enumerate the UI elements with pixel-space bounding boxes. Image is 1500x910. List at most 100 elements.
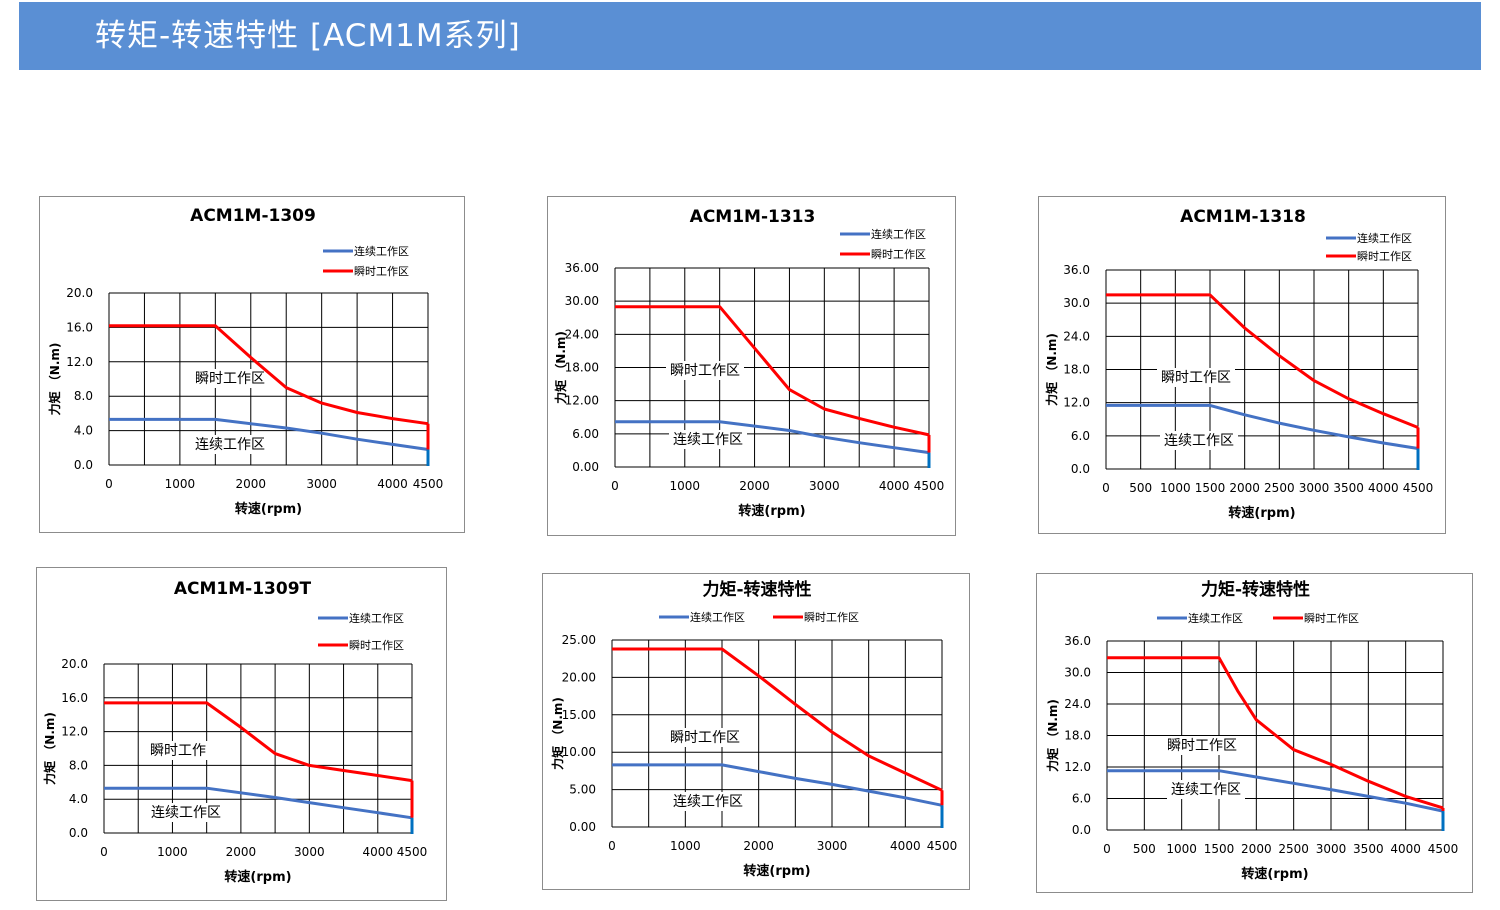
- continuous-region-label: 连续工作区: [673, 793, 743, 810]
- y-tick-label: 30.0: [1063, 296, 1090, 310]
- region-label-bg: [147, 803, 225, 822]
- peak-region-label: 瞬时工作区: [1167, 738, 1237, 754]
- continuous-torque-line: [104, 786, 413, 820]
- x-tick-label: 2000: [1229, 481, 1260, 495]
- x-tick-label: 2000: [1241, 842, 1272, 856]
- y-tick-label: 0.00: [572, 460, 599, 474]
- y-tick-label: 12.0: [61, 725, 88, 739]
- x-tick-label: 3000: [1316, 842, 1347, 856]
- peak-torque-line: [109, 324, 429, 426]
- y-tick-label: 10.00: [562, 745, 596, 759]
- x-tick-label: 2500: [1264, 481, 1295, 495]
- chart-title: 力矩-转速特性: [1201, 579, 1310, 600]
- region-label-bg: [191, 369, 269, 388]
- legend-label: 瞬时工作区: [871, 248, 926, 261]
- plot-grid: [103, 663, 413, 834]
- page-header: 转矩-转速特性 [ACM1M系列]: [19, 2, 1481, 70]
- x-tick-label: 4000: [1368, 481, 1399, 495]
- chart-panel: ACM1M-1313 0.00 6.00 12.00 18.00 24.00 30.00 36…: [547, 196, 956, 536]
- chart-svg: ACM1M-1313 0.00 6.00 12.00 18.00 24.00 30.00 36…: [553, 207, 944, 519]
- x-axis-label: 转速(rpm): [1228, 505, 1295, 521]
- region-label-bg: [191, 435, 269, 454]
- y-tick-label: 18.0: [1064, 729, 1091, 743]
- peak-torque-line: [1107, 656, 1444, 810]
- legend-label: 瞬时工作区: [349, 639, 404, 652]
- continuous-torque-line: [1106, 403, 1419, 450]
- continuous-torque-line: [612, 763, 943, 807]
- x-tick-label: 0: [611, 479, 619, 493]
- y-tick-label: 24.0: [1064, 697, 1091, 711]
- peak-region-label: 瞬时工作区: [670, 363, 740, 379]
- chart-title: ACM1M-1318: [1180, 207, 1306, 227]
- continuous-region-label: 连续工作区: [673, 431, 743, 448]
- chart-svg: 力矩-转速特性 0.00 5.00 10.00 15.00 20.00 25.00 0 1000…: [550, 579, 958, 879]
- x-tick-label: 4000: [377, 477, 408, 491]
- legend-label: 瞬时工作区: [354, 265, 409, 278]
- y-tick-label: 0.0: [1072, 823, 1091, 837]
- continuous-torque-line: [615, 420, 930, 455]
- y-tick-label: 24.0: [1063, 329, 1090, 343]
- legend-label: 瞬时工作区: [1304, 612, 1359, 625]
- region-label-bg: [1163, 736, 1241, 755]
- y-tick-label: 0.0: [1071, 462, 1090, 476]
- y-tick-label: 16.0: [61, 691, 88, 705]
- y-axis-label: 力矩 （N.m): [47, 343, 62, 416]
- x-tick-label: 2500: [1278, 842, 1309, 856]
- peak-region-label: 瞬时工作: [150, 743, 206, 759]
- x-tick-label: 1000: [670, 479, 701, 493]
- y-tick-label: 18.0: [1063, 363, 1090, 377]
- x-tick-label: 1000: [1166, 842, 1197, 856]
- y-axis-label: 力矩 （N.m): [42, 712, 57, 785]
- x-tick-label: 3000: [306, 477, 337, 491]
- region-label-bg: [1167, 780, 1245, 799]
- plot-grid: [1105, 269, 1419, 470]
- x-axis-label: 转速(rpm): [743, 863, 810, 879]
- x-tick-label: 3500: [1353, 842, 1384, 856]
- x-tick-label: 3500: [1333, 481, 1364, 495]
- chart-panel: 力矩-转速特性 0.00 5.00 10.00 15.00 20.00 25.00 0 1000…: [542, 573, 970, 890]
- y-tick-label: 0.00: [569, 820, 596, 834]
- x-tick-label: 2000: [236, 477, 267, 491]
- x-tick-label: 4500: [927, 839, 958, 853]
- y-tick-label: 6.00: [572, 427, 599, 441]
- x-tick-label: 1500: [1195, 481, 1226, 495]
- y-tick-label: 0.0: [74, 458, 93, 472]
- legend-label: 连续工作区: [690, 610, 745, 624]
- y-tick-label: 16.0: [66, 320, 93, 334]
- continuous-region-label: 连续工作区: [151, 804, 221, 821]
- x-tick-label: 4500: [1403, 481, 1434, 495]
- x-tick-label: 3000: [817, 839, 848, 853]
- legend-label: 连续工作区: [354, 244, 409, 258]
- x-tick-label: 0: [1102, 481, 1110, 495]
- legend-label: 瞬时工作区: [1357, 250, 1412, 263]
- y-tick-label: 12.0: [66, 355, 93, 369]
- chart-panel: ACM1M-1309 0.0 4.0 8.0 12.0 16.0 20.0 0 1000 2000…: [39, 196, 465, 533]
- y-tick-label: 6.0: [1071, 429, 1090, 443]
- y-axis-label: 力矩 （N.m): [553, 331, 568, 404]
- x-tick-label: 500: [1133, 842, 1156, 856]
- region-label-bg: [1160, 431, 1238, 450]
- y-tick-label: 20.0: [66, 286, 93, 300]
- x-tick-label: 1000: [165, 477, 196, 491]
- chart-title: ACM1M-1309T: [174, 579, 312, 599]
- x-tick-label: 0: [1103, 842, 1111, 856]
- peak-region-label: 瞬时工作区: [1161, 370, 1231, 386]
- y-tick-label: 4.0: [74, 424, 93, 438]
- y-tick-label: 20.0: [61, 657, 88, 671]
- y-tick-label: 24.00: [565, 327, 599, 341]
- x-tick-label: 0: [105, 477, 113, 491]
- x-tick-label: 1000: [1160, 481, 1191, 495]
- region-label-bg: [669, 792, 747, 811]
- legend-label: 连续工作区: [1357, 231, 1412, 245]
- peak-torque-line: [1106, 293, 1419, 429]
- y-tick-label: 12.0: [1064, 760, 1091, 774]
- region-label-bg: [669, 430, 747, 449]
- y-tick-label: 8.0: [69, 758, 88, 772]
- chart-legend: 连续工作区瞬时工作区: [659, 610, 859, 624]
- continuous-region-label: 连续工作区: [1171, 781, 1241, 798]
- y-tick-label: 4.0: [69, 792, 88, 806]
- plot-grid: [1106, 640, 1444, 831]
- chart-panel: ACM1M-1309T 0.0 4.0 8.0 12.0 16.0 20.0 0 1000 200…: [36, 567, 447, 901]
